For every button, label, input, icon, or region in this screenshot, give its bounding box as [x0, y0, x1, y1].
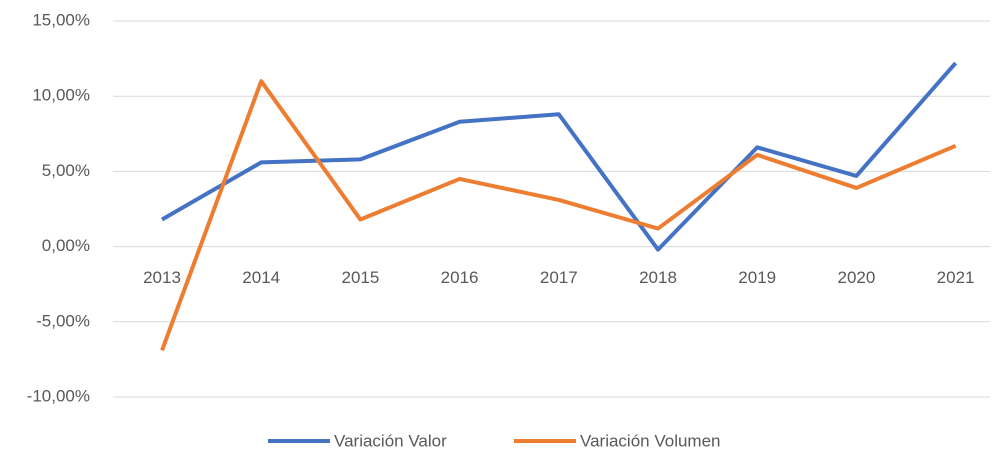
- y-tick-label: 10,00%: [32, 86, 90, 105]
- y-tick-label: -5,00%: [36, 311, 90, 330]
- x-tick-label: 2013: [143, 268, 181, 287]
- x-tick-label: 2016: [441, 268, 479, 287]
- y-tick-label: -10,00%: [27, 386, 90, 405]
- x-tick-label: 2019: [738, 268, 776, 287]
- x-tick-label: 2020: [837, 268, 875, 287]
- legend-label: Variación Volumen: [580, 431, 721, 450]
- x-tick-label: 2017: [540, 268, 578, 287]
- series-line: [161, 61, 958, 252]
- x-tick-label: 2021: [937, 268, 975, 287]
- y-tick-label: 0,00%: [42, 236, 90, 255]
- y-tick-label: 15,00%: [32, 10, 90, 29]
- legend-label: Variación Valor: [334, 431, 447, 450]
- x-tick-label: 2014: [242, 268, 280, 287]
- series-line: [160, 79, 957, 352]
- x-tick-label: 2018: [639, 268, 677, 287]
- y-tick-label: 5,00%: [42, 161, 90, 180]
- x-tick-label: 2015: [341, 268, 379, 287]
